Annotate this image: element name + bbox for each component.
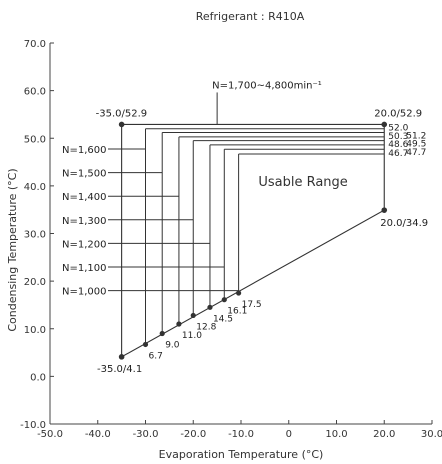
y-tick-label: 70.0 (24, 39, 46, 50)
x-tick-label: -20.0 (180, 429, 206, 440)
chart-title: Refrigerant : R410A (196, 10, 305, 23)
x-tick-label: -50.0 (37, 429, 63, 440)
corner-point (118, 354, 125, 360)
speed-label: N=1,200 (62, 239, 107, 250)
boundary-point (142, 341, 149, 348)
x-tick-label: -40.0 (85, 429, 111, 440)
right-value-label: 49.5 (406, 140, 426, 150)
y-tick-label: 40.0 (24, 182, 46, 193)
boundary-point (159, 330, 165, 337)
x-tick-label: -10.0 (228, 429, 254, 440)
boundary-point-label: 14.5 (213, 314, 233, 324)
boundary-point (236, 290, 242, 296)
x-axis-label: Evaporation Temperature (°C) (159, 448, 324, 461)
corner-point-label: 20.0/52.9 (374, 108, 422, 119)
x-tick-label: 30.0 (421, 429, 442, 440)
right-value-label: 50.3 (388, 132, 408, 142)
x-tick-label: 0 (286, 429, 292, 440)
corner-point (381, 121, 388, 128)
boundary-point-label: 9.0 (165, 341, 180, 351)
corner-point-label: 20.0/34.9 (380, 218, 428, 229)
speed-label: N=1,600 (62, 145, 107, 156)
usable-range-label: Usable Range (258, 175, 347, 190)
speed-range-label: N=1,700~4,800min⁻¹ (212, 80, 322, 91)
x-tick-label: 10.0 (325, 429, 347, 440)
boundary-point-label: 12.8 (196, 322, 216, 332)
boundary-point-label: 6.7 (149, 351, 163, 361)
corner-point-label: -35.0/4.1 (97, 364, 142, 375)
y-tick-label: 0.0 (30, 372, 46, 383)
corner-point-label: -35.0/52.9 (96, 108, 148, 119)
speed-label: N=1,100 (62, 263, 107, 274)
y-tick-label: 20.0 (24, 277, 46, 288)
boundary-point-label: 16.1 (227, 307, 247, 317)
x-tick-label: 20.0 (373, 429, 395, 440)
right-value-label: 47.7 (406, 148, 426, 158)
right-value-label: 52.0 (388, 124, 408, 134)
y-tick-label: 10.0 (24, 325, 46, 336)
boundary-point (207, 304, 213, 310)
y-tick-label: -10.0 (20, 420, 46, 431)
speed-label: N=1,500 (62, 169, 107, 180)
boundary-point-label: 17.5 (242, 300, 262, 310)
right-value-label: 46.7 (388, 149, 408, 159)
usable-range-envelope (121, 123, 385, 358)
boundary-point (176, 321, 182, 327)
boundary-point (221, 297, 227, 303)
y-tick-label: 60.0 (24, 87, 46, 98)
plot-area: N=1,700~4,800min⁻¹ N=1,600 N=1,500 N=1,400 N… (62, 80, 428, 374)
y-axis-label: Condensing Temperature (°C) (6, 168, 19, 331)
y-tick-label: 50.0 (24, 134, 46, 145)
right-value-label: 48.6 (388, 140, 408, 150)
y-tick-label: 30.0 (24, 230, 46, 241)
speed-label: N=1,400 (62, 192, 107, 203)
corner-point (381, 207, 388, 213)
speed-label: N=1,300 (62, 216, 107, 227)
right-value-label: 51.2 (406, 132, 426, 142)
corner-point (118, 121, 125, 128)
boundary-point-label: 11.0 (182, 331, 202, 341)
speed-label: N=1,000 (62, 287, 107, 298)
x-tick-label: -30.0 (133, 429, 159, 440)
boundary-point (190, 312, 196, 319)
axes: -50.0 -40.0 -30.0 -20.0 -10.0 0 10.0 20.0 30.0 -1… (20, 39, 442, 440)
